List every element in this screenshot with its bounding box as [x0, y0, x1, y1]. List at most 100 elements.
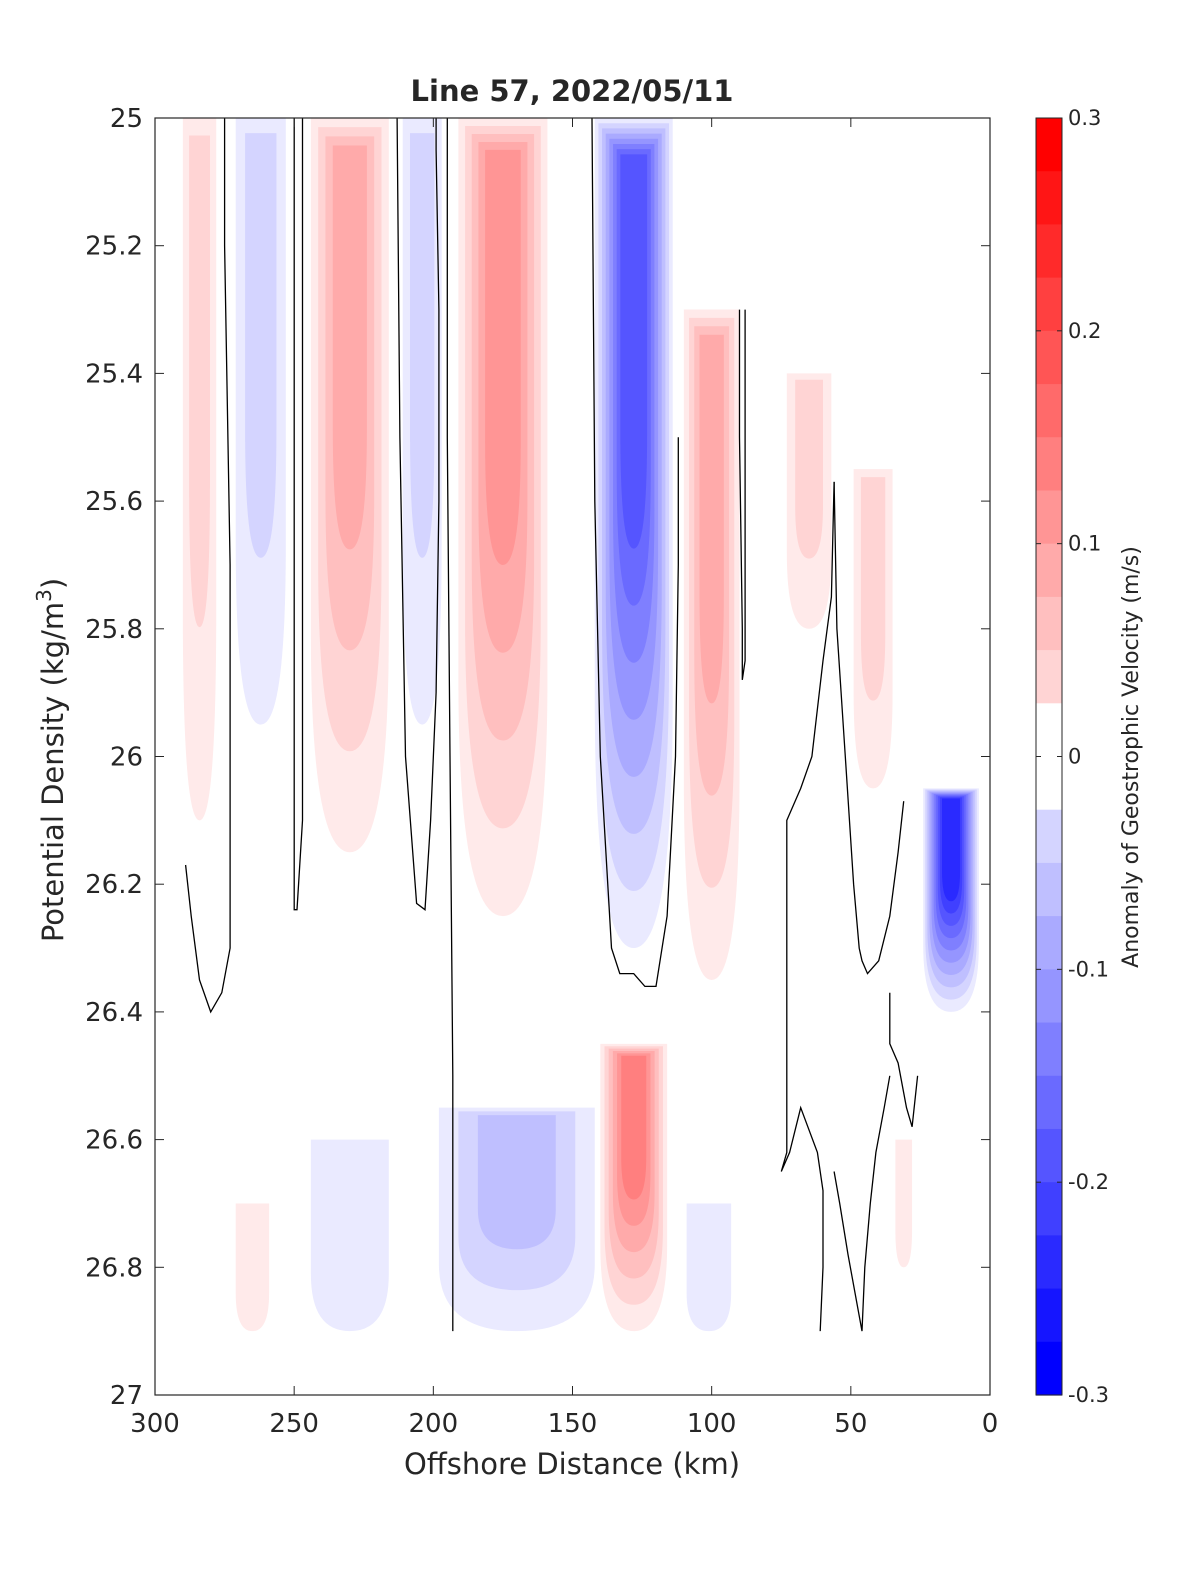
colorbar-tick-label: 0.3 — [1068, 106, 1101, 130]
zero-contour-4 — [446, 118, 454, 1332]
positive-deep-128-level-6 — [621, 1055, 647, 1200]
positive-core-42-level-2 — [860, 477, 886, 701]
colorbar-tick-label: -0.1 — [1068, 957, 1109, 981]
colorbar-tick-label: -0.2 — [1068, 1170, 1109, 1194]
positive-deep-30-level-1 — [895, 1139, 913, 1268]
y-axis-label-sup: 3 — [32, 589, 56, 602]
colorbar-segment — [1036, 543, 1062, 598]
zero-contours — [184, 118, 919, 1332]
colorbar-segment — [1036, 437, 1062, 492]
positive-deep-128 — [600, 1043, 668, 1332]
colorbar-segment — [1036, 490, 1062, 545]
y-axis-label-close: ) — [36, 578, 70, 589]
positive-deep-265-level-1 — [235, 1203, 270, 1332]
y-tick-label: 26 — [110, 743, 143, 773]
x-tick-label: 0 — [982, 1409, 999, 1439]
negative-jet-130-level-8 — [620, 154, 648, 549]
zero-contour-8 — [833, 481, 905, 975]
colorbar-tick-label: -0.3 — [1068, 1383, 1109, 1407]
negative-deep-230-level-1 — [310, 1139, 389, 1332]
y-tick-label: 25.8 — [85, 615, 143, 645]
colorbar-segment — [1036, 277, 1062, 332]
colorbar-tick-label: 0.2 — [1068, 319, 1101, 343]
positive-core-285 — [182, 118, 217, 821]
colorbar-segment — [1036, 1075, 1062, 1130]
colorbar-segment — [1036, 862, 1062, 917]
colorbar-label: Anomaly of Geostrophic Velocity (m/s) — [1119, 546, 1144, 968]
colorbar-segment — [1036, 596, 1062, 651]
negative-core-18-level-10 — [941, 798, 961, 902]
colorbar-segment — [1036, 384, 1062, 438]
colorbar-segment — [1036, 1128, 1062, 1183]
colorbar-segment — [1036, 118, 1062, 172]
colorbar-segment — [1036, 171, 1062, 226]
colorbar-segment — [1036, 1288, 1062, 1343]
colorbar-segment — [1036, 703, 1062, 758]
negative-jet-130 — [594, 118, 673, 949]
y-axis-label-main: Potential Density (kg/m — [36, 602, 70, 942]
x-tick-label: 100 — [687, 1409, 737, 1439]
positive-deep-265 — [235, 1203, 270, 1332]
colorbar-segment — [1036, 1182, 1062, 1236]
colorbar-ticks: 0.3 0.2 0.1 0 -0.1 -0.2 -0.3 — [1036, 106, 1109, 1407]
zero-contour-2 — [293, 118, 304, 911]
colorbar-segment — [1036, 224, 1062, 279]
zero-contour-10 — [833, 1075, 891, 1332]
negative-deep-230 — [310, 1139, 389, 1332]
colorbar-tick-label: 0.1 — [1068, 532, 1101, 556]
colorbar-segment — [1036, 1341, 1062, 1396]
zero-contour-5 — [591, 118, 679, 988]
positive-deep-30 — [895, 1139, 913, 1268]
colorbar-segment — [1036, 809, 1062, 864]
negative-deep-100-level-1 — [686, 1203, 732, 1332]
y-tick-label: 26.6 — [85, 1126, 143, 1156]
y-tick-label: 26.4 — [85, 998, 143, 1028]
y-tick-label: 25.2 — [85, 232, 143, 262]
positive-core-65-level-2 — [795, 379, 823, 559]
positive-core-175 — [458, 118, 548, 917]
y-tick-label: 26.2 — [85, 870, 143, 900]
positive-core-100-level-4 — [699, 334, 724, 704]
colorbar-segment — [1036, 1235, 1062, 1290]
x-tick-label: 250 — [269, 1409, 319, 1439]
y-axis-label: Potential Density (kg/m3) — [32, 578, 70, 942]
negative-deep-175 — [438, 1107, 595, 1332]
negative-core-18 — [923, 788, 979, 1012]
y-tick-label: 27 — [110, 1381, 143, 1411]
positive-core-175-level-5 — [485, 149, 521, 565]
colorbar-segment — [1036, 916, 1062, 970]
x-tick-label: 50 — [834, 1409, 867, 1439]
velocity-field — [182, 118, 979, 1332]
colorbar-tick-label: 0 — [1068, 745, 1081, 769]
x-tick-label: 200 — [409, 1409, 459, 1439]
x-axis-ticks: 300 250 200 150 100 50 0 — [130, 118, 998, 1439]
negative-core-262-level-2 — [245, 133, 277, 558]
x-tick-label: 150 — [548, 1409, 598, 1439]
colorbar-segment — [1036, 1022, 1062, 1077]
positive-core-42 — [853, 469, 893, 789]
zero-contour-9 — [889, 992, 919, 1127]
colorbar — [1036, 118, 1062, 1396]
chart-title: Line 57, 2022/05/11 — [411, 74, 734, 108]
negative-deep-175-level-3 — [477, 1115, 556, 1250]
y-tick-label: 25.6 — [85, 487, 143, 517]
zero-contour-3 — [396, 118, 440, 911]
positive-core-230 — [310, 118, 389, 853]
y-tick-label: 25.4 — [85, 359, 143, 389]
x-tick-label: 300 — [130, 1409, 180, 1439]
zero-contour-7 — [780, 481, 835, 1332]
positive-core-65 — [786, 373, 832, 629]
colorbar-segment — [1036, 330, 1062, 385]
colorbar-segment — [1036, 756, 1062, 811]
y-tick-label: 25 — [110, 104, 143, 134]
colorbar-segment — [1036, 650, 1062, 704]
negative-core-262 — [235, 118, 286, 725]
positive-core-285-level-2 — [189, 135, 210, 628]
zero-contour-6 — [738, 309, 746, 680]
y-axis-ticks: 25 25.2 25.4 25.6 25.8 26 26.2 26.4 26.6 26.8 27 — [85, 104, 990, 1411]
negative-core-204-level-2 — [410, 133, 435, 558]
x-axis-label: Offshore Distance (km) — [404, 1447, 740, 1481]
positive-core-230-level-4 — [332, 145, 367, 550]
negative-core-204 — [402, 118, 442, 725]
